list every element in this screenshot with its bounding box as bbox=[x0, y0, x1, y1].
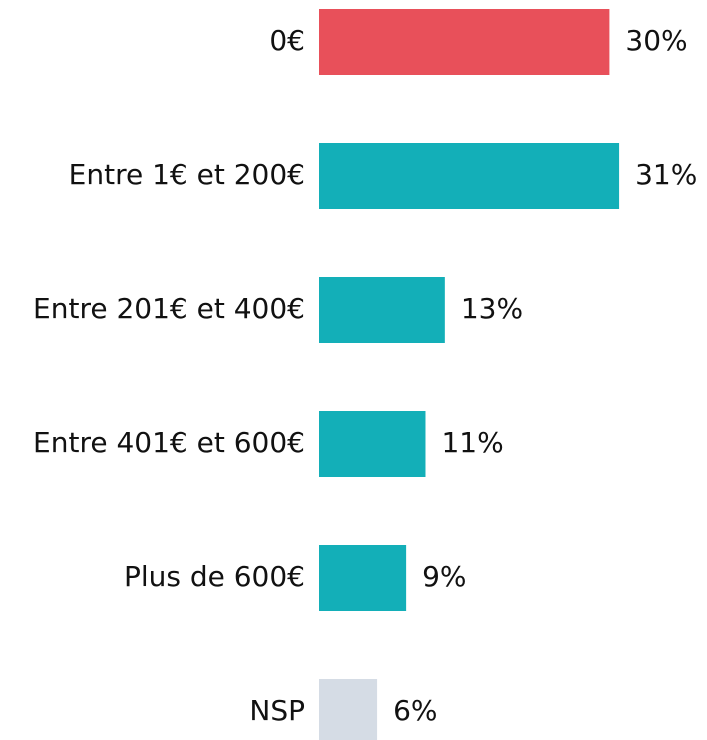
bar bbox=[319, 411, 426, 477]
category-label: Entre 401€ et 600€ bbox=[33, 426, 305, 459]
bar bbox=[319, 143, 620, 209]
value-label: 6% bbox=[393, 694, 437, 727]
category-label: Plus de 600€ bbox=[124, 560, 305, 593]
value-label: 11% bbox=[441, 426, 503, 459]
value-label: 31% bbox=[635, 158, 697, 191]
category-label: Entre 1€ et 200€ bbox=[69, 158, 305, 191]
value-label: 13% bbox=[461, 292, 523, 325]
value-label: 9% bbox=[422, 560, 466, 593]
category-label: 0€ bbox=[269, 24, 305, 57]
category-label: Entre 201€ et 400€ bbox=[33, 292, 305, 325]
bar bbox=[319, 277, 445, 343]
bar bbox=[319, 9, 610, 75]
bar bbox=[319, 545, 407, 611]
bar bbox=[319, 679, 378, 740]
value-label: 30% bbox=[625, 24, 687, 57]
category-label: NSP bbox=[249, 694, 305, 727]
